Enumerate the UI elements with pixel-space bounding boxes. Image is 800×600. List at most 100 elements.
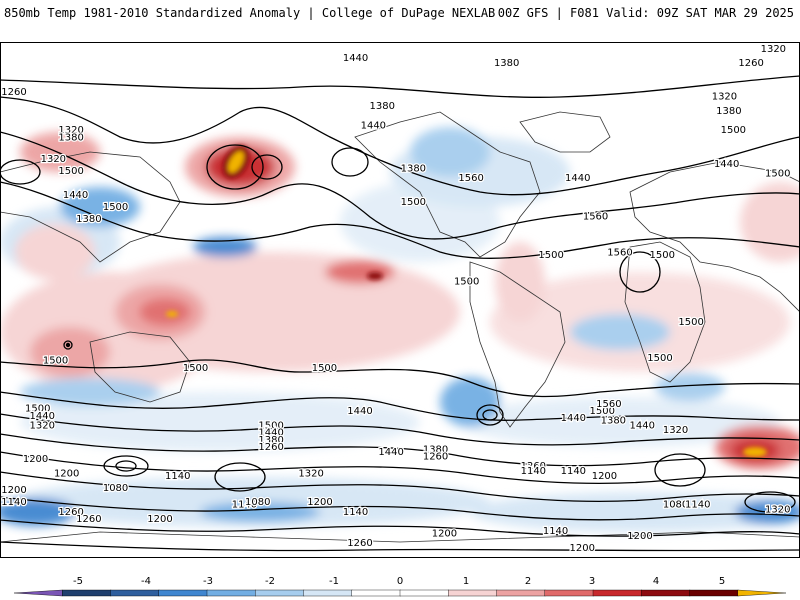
contour-label: 1500 [258,420,283,431]
contour-label: 1200 [592,471,617,482]
colorbar-swatch [544,589,594,597]
contour-label: 1260 [258,442,283,453]
colorbar-swatch [496,589,546,597]
coastlines [0,111,800,543]
colorbar-swatch [158,589,208,597]
contour-label: 1560 [458,173,483,184]
colorbar-swatch [448,589,498,597]
contour-label: 1380 [401,164,426,175]
contour-label: 1380 [423,444,448,455]
contour-label: 1500 [183,363,208,374]
contour-label: 1320 [298,468,323,479]
contour-label: 1500 [312,363,337,374]
colorbar-tick-label: 1 [463,576,469,587]
contour-label: 1200 [147,514,172,525]
contour-label: 1500 [103,202,128,213]
contour-label: 1140 [685,500,710,511]
contour-label: 1320 [41,154,66,165]
colorbar-swatch [399,589,449,597]
colorbar-swatch [351,589,401,597]
contour-label: 1260 [347,538,372,549]
contour-label: 1560 [607,248,632,259]
contour-label: 1260 [738,58,763,69]
contour-label: 1200 [432,528,457,539]
contour-label: 1500 [454,276,479,287]
contour-label: 1440 [714,159,739,170]
contour-label: 1440 [343,53,368,64]
contour-label: 1500 [538,250,563,261]
contour-label: 1440 [565,173,590,184]
anomaly-map: 1260132013801320150014401380150014401380… [0,42,800,558]
contour-label: 1380 [369,101,394,112]
contour-label: 1320 [58,125,83,136]
contour-label: 1200 [54,468,79,479]
contour-label: 1440 [378,447,403,458]
contour-label: 1440 [347,406,372,417]
colorbar-tick-label: 0 [397,576,403,587]
colorbar-tick-label: -3 [203,576,213,587]
contour-label: 1500 [43,356,68,367]
contour-label: 1380 [494,58,519,69]
contour-label: 1200 [627,531,652,542]
height-contours [0,75,800,552]
colorbar-tick-label: -5 [73,576,83,587]
contour-label: 1440 [629,420,654,431]
colorbar-swatch [689,589,739,597]
contour-label: 1200 [23,454,48,465]
contour-label: 1500 [765,168,790,179]
contour-label: 1260 [1,87,26,98]
colorbar-tick-label: -1 [329,576,339,587]
colorbar-tick-label: 2 [525,576,531,587]
contour-label: 1440 [29,411,54,422]
contour-label: 1260 [423,452,448,463]
colorbar-swatch [737,589,787,597]
contour-label: 1380 [76,214,101,225]
contour-labels: 1260132013801320150014401380150014401380… [0,43,792,555]
colorbar-tick-label: 5 [719,576,725,587]
contour-label: 1440 [361,120,386,131]
contour-label: 1200 [569,543,594,554]
contour-label: 1260 [521,461,546,472]
colorbar-swatch [110,589,160,597]
contour-label: 1260 [76,514,101,525]
contour-label: 1140 [232,500,257,511]
map-title: 850mb Temp 1981-2010 Standardized Anomal… [4,6,496,20]
contour-label: 1320 [765,504,790,515]
contour-label: 1080 [103,483,128,494]
contour-label: 1320 [663,425,688,436]
contour-label: 1560 [596,399,621,410]
contour-label: 1440 [63,190,88,201]
colorbar-swatch [303,589,353,597]
contour-label: 1200 [307,497,332,508]
contour-label: 1140 [521,466,546,477]
colorbar-tick-label: -2 [265,576,275,587]
contour-label: 1500 [25,404,50,415]
contour-label: 1500 [589,406,614,417]
contour-label: 1500 [647,353,672,364]
contour-label: 1260 [58,507,83,518]
contour-label: 1140 [1,497,26,508]
colorbar-swatch [206,589,256,597]
contour-label: 1500 [721,125,746,136]
contour-label: 1380 [258,435,283,446]
colorbar-tick-label: 3 [589,576,595,587]
contour-label: 1140 [543,526,568,537]
contour-label: 1440 [258,428,283,439]
colorbar: -5 -4 -3 -2 -1 0 1 2 3 4 5 [13,576,787,597]
contour-label: 1200 [1,485,26,496]
contour-label: 1560 [583,212,608,223]
contour-label: 1080 [245,497,270,508]
contour-label: 1320 [712,92,737,103]
contour-label: 1320 [761,44,786,55]
contour-label: 1440 [561,413,586,424]
colorbar-swatch [62,589,112,597]
contour-label: 1500 [58,166,83,177]
contour-label: 1140 [343,507,368,518]
colorbar-swatch [641,589,691,597]
colorbar-swatch [13,589,63,597]
contour-label: 1080 [663,500,688,511]
contour-label: 1380 [58,132,83,143]
contour-label: 1380 [601,416,626,427]
contour-label: 1380 [716,106,741,117]
contour-label: 1500 [649,250,674,261]
